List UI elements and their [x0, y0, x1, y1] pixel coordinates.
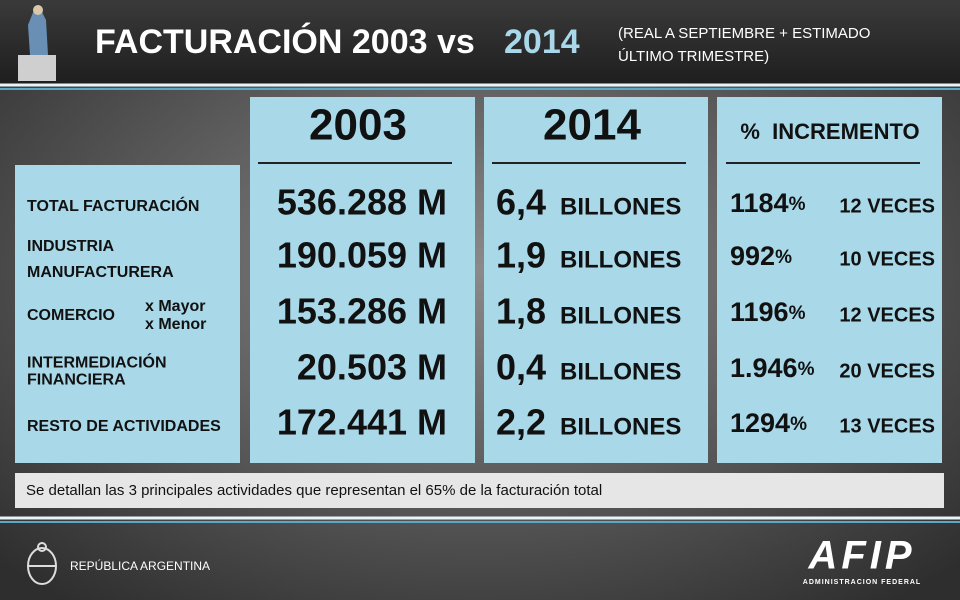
footnote: Se detallan las 3 principales actividade…: [26, 482, 602, 499]
increment-sign: %: [775, 247, 792, 268]
title-highlight: 2014: [504, 23, 580, 61]
column-panel: [250, 97, 475, 463]
increment-sign: %: [790, 414, 807, 435]
logo: AFIP: [807, 534, 915, 578]
label-panel: [15, 165, 240, 463]
increment: 1196%: [730, 297, 806, 327]
row-sublabel: x Mayor: [145, 298, 205, 315]
row-label: FINANCIERA: [27, 372, 126, 389]
value-2003: 536.288 M: [277, 182, 447, 223]
statue-icon: [18, 5, 56, 81]
row-sublabel: x Menor: [145, 316, 206, 333]
footer-country: REPÚBLICA ARGENTINA: [70, 558, 210, 573]
row-label: TOTAL FACTURACIÓN: [27, 196, 199, 215]
unit-2014: BILLONES: [560, 302, 681, 329]
times: 12 VECES: [839, 195, 935, 217]
increment-sign: %: [789, 303, 806, 324]
column-header: 2003: [309, 101, 407, 150]
increment-value: 1294: [730, 408, 790, 438]
increment-value: 1184: [730, 188, 789, 218]
top-band: [0, 0, 960, 84]
column-header: % INCREMENTO: [740, 119, 919, 144]
value-2003: 20.503 M: [297, 347, 447, 388]
value-2014: 2,2: [496, 402, 546, 443]
value-2014: 1,9: [496, 235, 546, 276]
subtitle: ÚLTIMO TRIMESTRE): [618, 48, 769, 65]
title: FACTURACIÓN 2003 vs: [95, 23, 475, 61]
unit-2014: BILLONES: [560, 246, 681, 273]
increment: 1.946%: [730, 353, 815, 383]
times: 20 VECES: [839, 360, 935, 382]
value-2003: 172.441 M: [277, 402, 447, 443]
increment: 992%: [730, 241, 792, 271]
subtitle: (REAL A SEPTIEMBRE + ESTIMADO: [618, 25, 870, 42]
row-label: INTERMEDIACIÓN: [27, 353, 167, 372]
logo-caption: ADMINISTRACION FEDERAL: [803, 579, 921, 586]
increment: 1184%: [730, 188, 806, 218]
unit-2014: BILLONES: [560, 413, 681, 440]
times: 13 VECES: [839, 415, 935, 437]
column-panel: [484, 97, 708, 463]
value-2003: 190.059 M: [277, 235, 447, 276]
value-2014: 0,4: [496, 347, 546, 388]
row-label: RESTO DE ACTIVIDADES: [27, 418, 221, 435]
value-2003: 153.286 M: [277, 291, 447, 332]
increment-value: 992: [730, 241, 775, 271]
value-2014: 6,4: [496, 182, 546, 223]
increment: 1294%: [730, 408, 807, 438]
row-label: COMERCIO: [27, 307, 115, 324]
increment-value: 1196: [730, 297, 789, 327]
unit-2014: BILLONES: [560, 193, 681, 220]
column-header: 2014: [543, 101, 641, 150]
row-label: MANUFACTURERA: [27, 264, 174, 281]
increment-value: 1.946: [730, 353, 798, 383]
column-panel: [717, 97, 942, 463]
row-label: INDUSTRIA: [27, 238, 115, 255]
footnote-bar: [15, 473, 944, 508]
increment-sign: %: [789, 194, 806, 215]
times: 12 VECES: [839, 304, 935, 326]
unit-2014: BILLONES: [560, 358, 681, 385]
emblem: [27, 542, 57, 585]
value-2014: 1,8: [496, 291, 546, 332]
increment-sign: %: [798, 359, 815, 380]
times: 10 VECES: [839, 248, 935, 270]
